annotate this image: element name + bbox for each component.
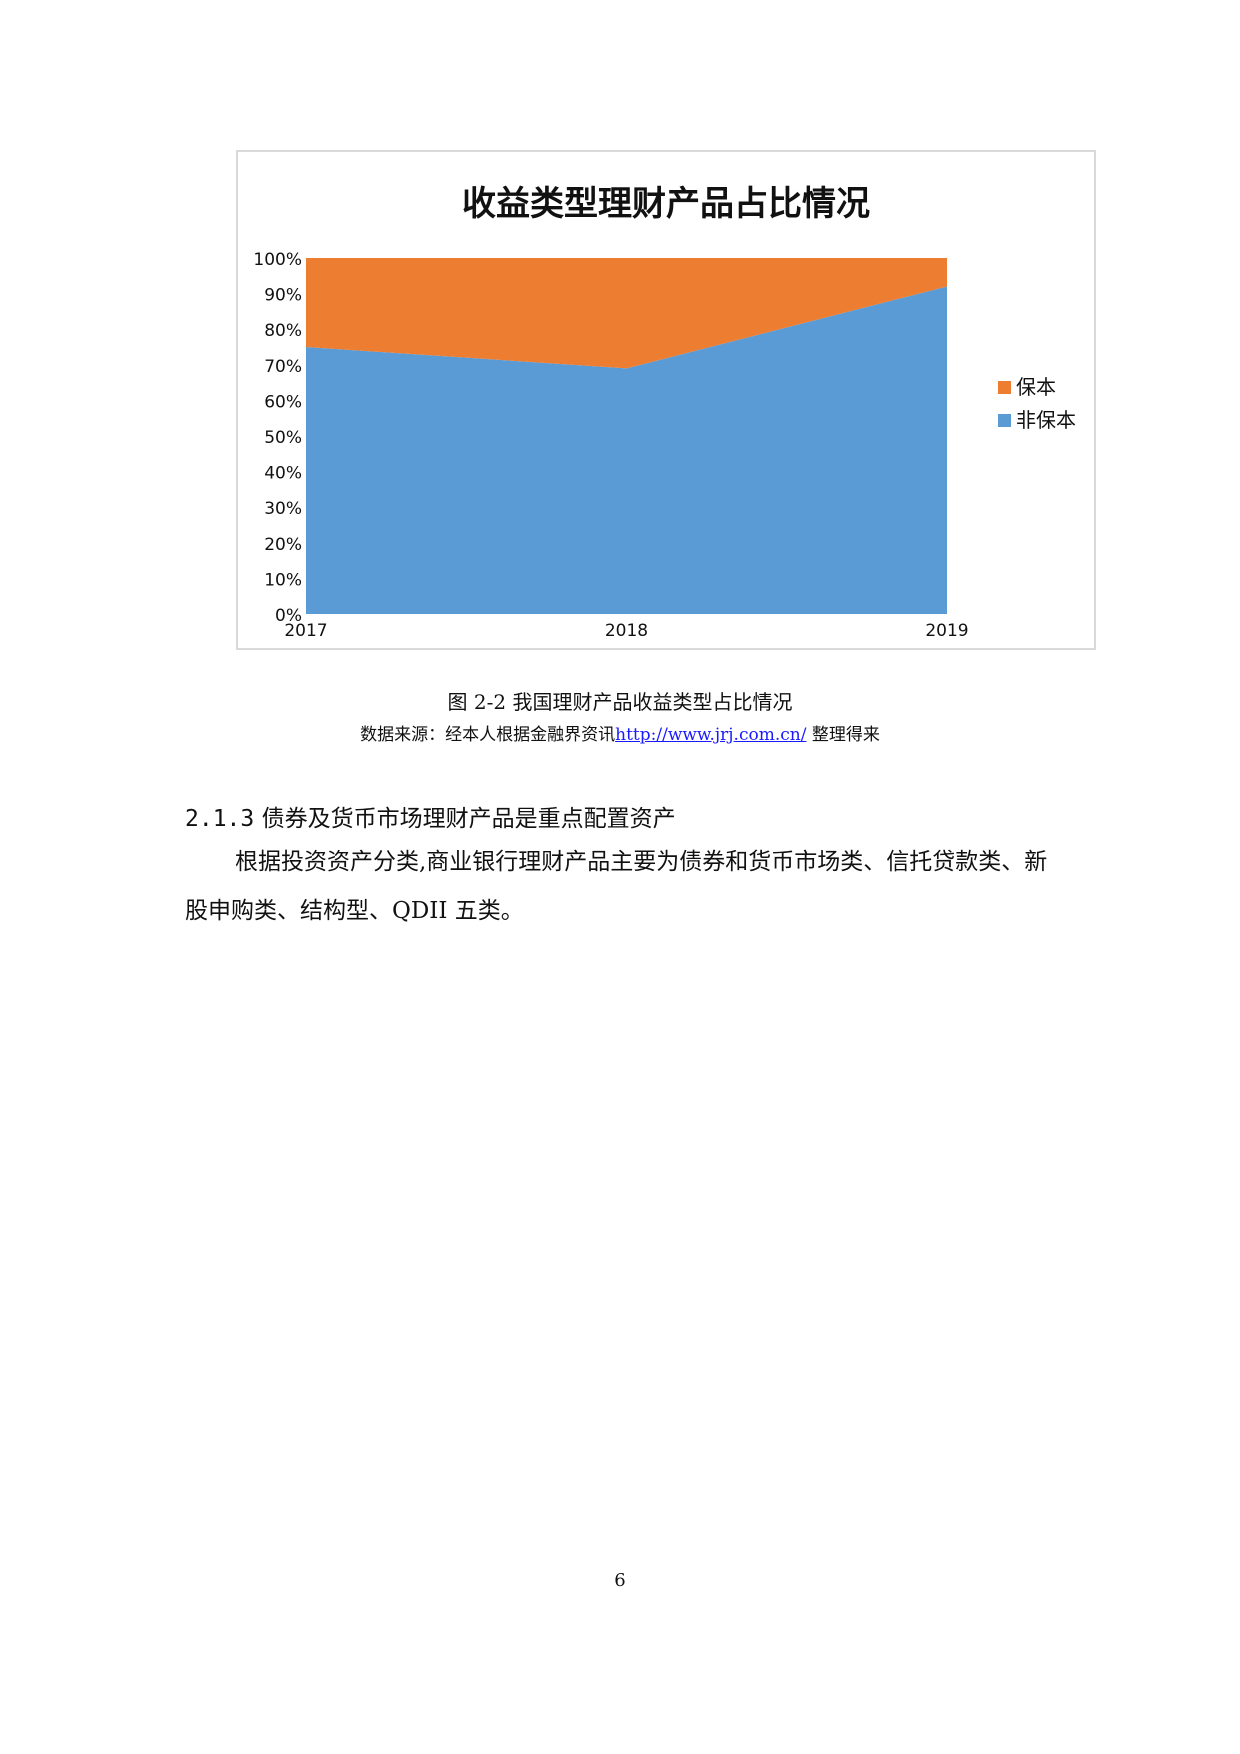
chart-title: 收益类型理财产品占比情况 (462, 184, 870, 224)
area-series-1 (306, 286, 947, 614)
y-tick-label: 0% (275, 606, 302, 626)
y-tick-label: 30% (264, 499, 302, 519)
area-chart: 收益类型理财产品占比情况 0% 10% 20% 30% 40% 50% 60% 70% 80% 90… (253, 184, 1076, 641)
page-number: 6 (614, 1570, 626, 1591)
source-link[interactable]: http://www.jrj.com.cn/ (615, 725, 807, 745)
section-heading: 2.1.3 债券及货币市场理财产品是重点配置资产 (185, 799, 676, 833)
section-number: 2.1.3 (185, 806, 255, 832)
area-series-2 (306, 258, 947, 369)
y-tick-label: 20% (264, 535, 302, 555)
legend-label: 保本 (1016, 375, 1056, 399)
x-tick-label: 2017 (284, 621, 327, 641)
x-tick-label: 2018 (605, 621, 648, 641)
y-tick-label: 40% (264, 464, 302, 484)
legend-swatch (998, 414, 1011, 427)
figure-source: 数据来源：经本人根据金融界资讯http://www.jrj.com.cn/ 整理… (0, 720, 1240, 745)
source-prefix: 数据来源：经本人根据金融界资讯 (360, 725, 616, 745)
chart-container: 收益类型理财产品占比情况 0% 10% 20% 30% 40% 50% 60% 70% 80% 90… (236, 150, 1096, 650)
y-tick-label: 60% (264, 392, 302, 412)
figure-caption: 图 2-2 我国理财产品收益类型占比情况 (447, 690, 793, 714)
y-tick-label: 80% (264, 321, 302, 341)
y-tick-label: 90% (264, 286, 302, 306)
x-tick-label: 2019 (925, 621, 968, 641)
section-title: 债券及货币市场理财产品是重点配置资产 (261, 806, 676, 832)
y-tick-label: 70% (264, 357, 302, 377)
source-suffix: 整理得来 (806, 725, 880, 745)
body-paragraph: 根据投资资产分类,商业银行理财产品主要为债券和货币市场类、信托贷款类、新股申购类… (185, 849, 1048, 924)
legend-label: 非保本 (1016, 408, 1076, 432)
y-tick-label: 50% (264, 428, 302, 448)
y-tick-label: 10% (264, 570, 302, 590)
legend-swatch (998, 381, 1011, 394)
y-tick-label: 100% (253, 250, 302, 270)
